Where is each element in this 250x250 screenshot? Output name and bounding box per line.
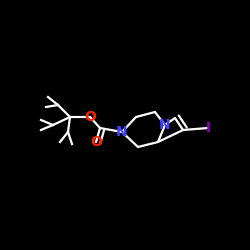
Text: O: O (90, 135, 102, 149)
Text: O: O (84, 110, 96, 124)
Text: I: I (206, 121, 210, 135)
Text: N: N (116, 125, 128, 139)
Text: N: N (159, 118, 171, 132)
